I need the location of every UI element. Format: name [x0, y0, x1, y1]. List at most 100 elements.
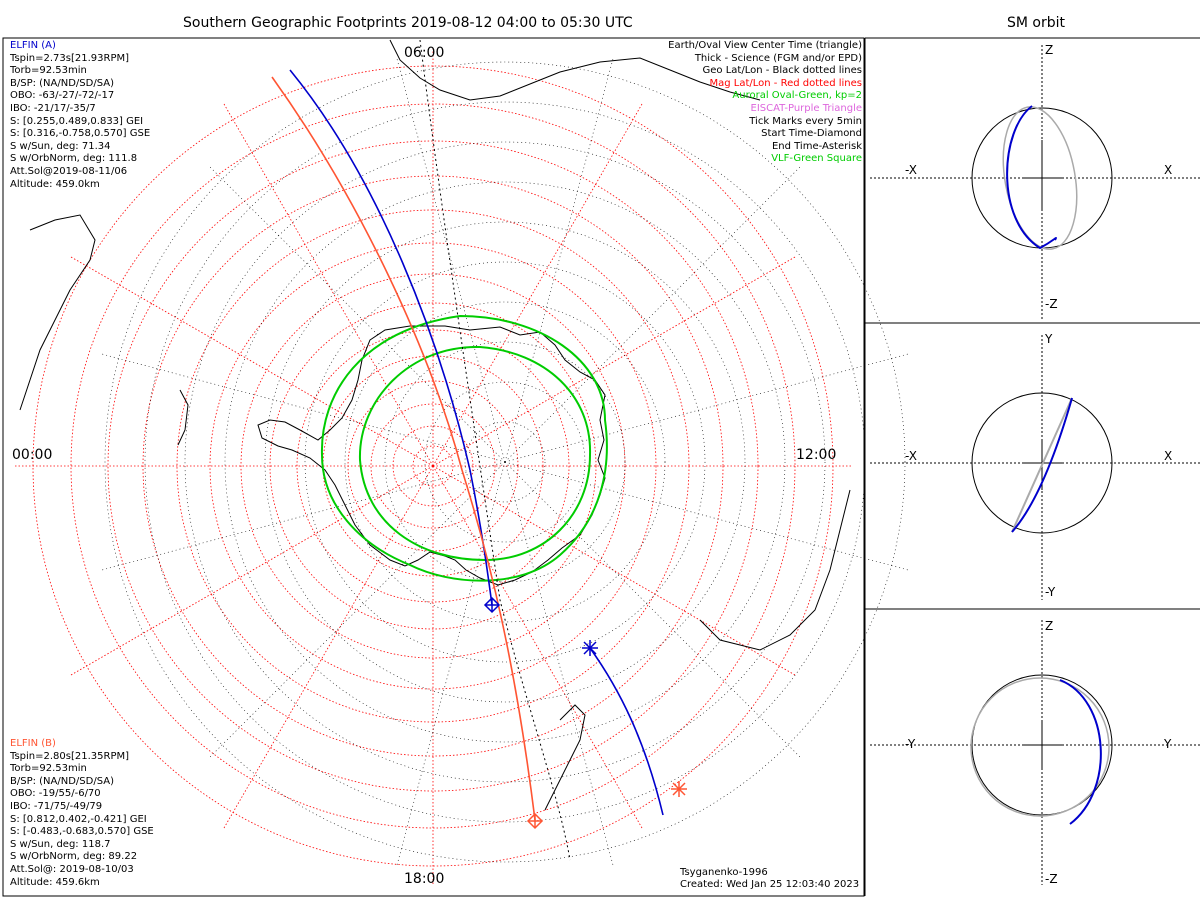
- geo-lat-circle: [104, 61, 906, 863]
- new-zealand-coast: [544, 704, 586, 811]
- elfin-a-line: Altitude: 459.0km: [10, 178, 100, 190]
- legend-item: Thick - Science (FGM and/or EPD): [694, 52, 862, 64]
- geo-lon-line: [207, 164, 506, 463]
- orbit-xz-bottom-label: -Z: [1045, 297, 1058, 311]
- elfin-b-line: B/SP: (NA/ND/SD/SA): [10, 775, 114, 787]
- geo-lon-line: [396, 461, 506, 868]
- time-label-left: 00:00: [12, 447, 53, 463]
- orbit-yz-top-label: Z: [1045, 619, 1054, 633]
- mag-lon-line: [69, 465, 434, 677]
- elfin-a-track: [289, 69, 664, 816]
- mag-lat-circle: [209, 242, 657, 690]
- geo-lat-circle: [264, 221, 746, 703]
- orbit-panel-title: SM orbit: [1007, 15, 1066, 31]
- elfin-a-name: ELFIN (A): [10, 40, 56, 51]
- elfin-a-track-second: [589, 647, 664, 816]
- elfin-a-line: Tspin=2.73s[21.93RPM]: [10, 52, 130, 64]
- mag-lon-line: [432, 465, 644, 830]
- elfin-b-line: S w/Sun, deg: 118.7: [10, 838, 111, 850]
- orbit-xy-top-label: Y: [1045, 332, 1053, 346]
- elfin-b-start-diamond: [526, 812, 544, 830]
- time-label-top: 06:00: [404, 45, 445, 61]
- australia-coast: [699, 489, 851, 651]
- elfin-a-track-main: [289, 69, 493, 606]
- elfin-b-track-main: [271, 76, 536, 821]
- legend-item: EISCAT-Purple Triangle: [750, 102, 863, 114]
- legend-item: VLF-Green Square: [771, 153, 862, 165]
- elfin-a-start-diamond: [483, 596, 501, 614]
- created-timestamp: Created: Wed Jan 25 12:03:40 2023: [680, 879, 860, 890]
- south-america-coast: [389, 39, 761, 101]
- geo-lat-circle: [344, 301, 666, 623]
- legend-item: Geo Lat/Lon - Black dotted lines: [702, 65, 862, 77]
- time-label-bottom: 18:00: [404, 871, 445, 887]
- elfin-b-line: S w/OrbNorm, deg: 89.22: [10, 851, 138, 863]
- geo-lat-circle: [184, 141, 826, 783]
- elfin-b-track: [271, 76, 536, 821]
- elfin-b-name: ELFIN (B): [10, 738, 56, 749]
- geo-lon-line: [504, 353, 911, 463]
- model-credit: Tsyganenko-1996: [680, 867, 768, 878]
- elfin-a-line: B/SP: (NA/ND/SD/SA): [10, 77, 114, 89]
- mag-lat-circle: [269, 302, 597, 630]
- elfin-b-line: Att.Sol@: 2019-08-10/03: [10, 863, 134, 875]
- geo-lon-line: [99, 353, 506, 463]
- map-frame: [2, 37, 865, 897]
- geo-lon-line: [504, 461, 614, 868]
- orbit-yz-left-label: -Y: [905, 737, 916, 751]
- legend-item: Start Time-Diamond: [761, 128, 862, 140]
- mag-lon-line: [69, 255, 434, 467]
- auroral-oval-outer: [320, 314, 608, 582]
- geo-lat-circle: [464, 421, 546, 503]
- elfin-b-line: IBO: -71/75/-49/79: [10, 800, 103, 812]
- elfin-a-end-asterisk: [582, 640, 598, 656]
- orbit-xy-left-label: -X: [905, 449, 917, 463]
- elfin-a-line: IBO: -21/17/-35/7: [10, 102, 96, 114]
- geo-lon-line: [396, 56, 506, 463]
- elfin-b-line: S: [0.812,0.402,-0.421] GEI: [10, 813, 147, 825]
- elfin-a-line: S: [0.316,-0.758,0.570] GSE: [10, 128, 151, 140]
- mag-lon-line: [432, 102, 644, 467]
- mag-lat-circle: [412, 445, 454, 487]
- mag-lon-line: [222, 465, 434, 830]
- elfin-b-info: ELFIN (B) Tspin=2.80s[21.35RPM] Torb=92.…: [10, 738, 154, 889]
- mag-lon-line: [432, 255, 797, 467]
- legend-item: Auroral Oval-Green, kp=2: [732, 90, 862, 102]
- elfin-b-line: S: [-0.483,-0.683,0.570] GSE: [10, 826, 154, 838]
- elfin-b-line: OBO: -19/55/-6/70: [10, 788, 101, 800]
- elfin-a-line: S w/OrbNorm, deg: 111.8: [10, 153, 138, 165]
- geo-lon-line: [504, 461, 803, 760]
- auroral-oval-inner: [358, 345, 592, 562]
- mag-lon-line: [432, 465, 797, 677]
- orbit-yz-bottom-label: -Z: [1045, 872, 1058, 886]
- elfin-b-line: Torb=92.53min: [10, 763, 87, 775]
- elfin-a-line: Att.Sol@2019-08-11/06: [10, 165, 128, 177]
- madagascar-coast: [177, 389, 189, 446]
- elfin-b-line: Altitude: 459.6km: [10, 876, 100, 888]
- elfin-a-info: ELFIN (A) Tspin=2.73s[21.93RPM] Torb=92.…: [10, 40, 150, 191]
- elfin-a-line: Torb=92.53min: [10, 65, 87, 77]
- geo-lat-circle: [384, 341, 626, 583]
- mag-lat-circle: [296, 329, 570, 603]
- elfin-a-line: S w/Sun, deg: 71.34: [10, 140, 111, 152]
- elfin-a-line: OBO: -63/-27/-72/-17: [10, 90, 115, 102]
- geo-lon-line: [504, 461, 911, 571]
- geo-lat-circle: [224, 181, 786, 743]
- geo-lat-circle: [304, 261, 706, 663]
- map-legend: Earth/Oval View Center Time (triangle) T…: [668, 40, 862, 166]
- elfin-b-end-asterisk: [671, 781, 687, 797]
- mag-lon-line: [222, 102, 434, 467]
- coastlines: [19, 39, 851, 811]
- orbit-xz-left-label: -X: [905, 163, 917, 177]
- elfin-b-line: Tspin=2.80s[21.35RPM]: [10, 750, 130, 762]
- legend-item: Mag Lat/Lon - Red dotted lines: [709, 77, 862, 89]
- geo-lon-line: [207, 461, 506, 760]
- geo-lon-line: [504, 56, 614, 463]
- geo-lat-circle: [144, 101, 866, 823]
- elfin-a-line: S: [0.255,0.489,0.833] GEI: [10, 115, 144, 127]
- legend-item: End Time-Asterisk: [771, 140, 862, 152]
- orbit-xz-right-label: X: [1164, 163, 1173, 177]
- orbit-xy-bottom-label: -Y: [1045, 585, 1056, 599]
- legend-item: Tick Marks every 5min: [749, 115, 862, 127]
